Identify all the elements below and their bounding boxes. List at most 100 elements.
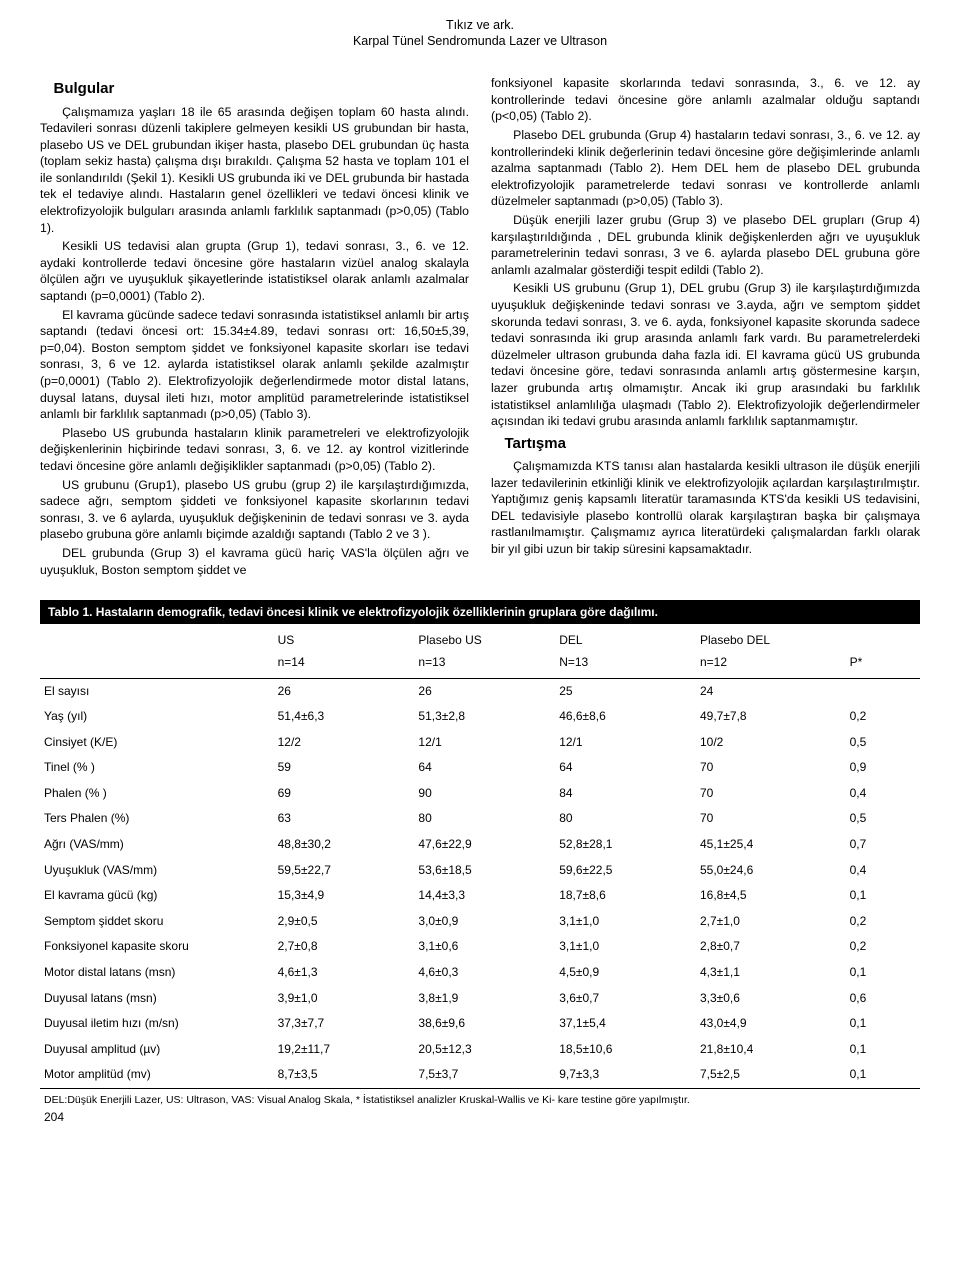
section-discussion: Tartışma [505,434,921,454]
table-cell [850,678,920,704]
table-cell: 2,7±0,8 [278,934,419,960]
table-row: Cinsiyet (K/E)12/212/112/110/20,5 [40,730,920,756]
table-cell: 47,6±22,9 [418,832,559,858]
table-cell: Duyusal amplitud (µv) [40,1037,278,1063]
table-cell: 51,3±2,8 [418,704,559,730]
th-label: US [278,633,295,647]
table-row: Motor distal latans (msn)4,6±1,34,6±0,34… [40,960,920,986]
th-us: US n=14 [278,624,419,678]
para: Plasebo US grubunda hastaların klinik pa… [40,425,469,475]
table-cell: El sayısı [40,678,278,704]
table-cell: 0,6 [850,986,920,1012]
table-cell: El kavrama gücü (kg) [40,883,278,909]
para: El kavrama gücünde sadece tedavi sonrası… [40,307,469,423]
table-cell: 3,9±1,0 [278,986,419,1012]
table-cell: 70 [700,755,850,781]
table-cell: 24 [700,678,850,704]
table-cell: 7,5±2,5 [700,1062,850,1088]
table-cell: Phalen (% ) [40,781,278,807]
table-cell: 49,7±7,8 [700,704,850,730]
table-cell: 59,6±22,5 [559,858,700,884]
table-cell: 64 [418,755,559,781]
table-cell: 2,9±0,5 [278,909,419,935]
th-n: n=13 [418,655,445,669]
table-footnote: DEL:Düşük Enerjili Lazer, US: Ultrason, … [40,1088,920,1107]
th-label: Plasebo DEL [700,633,770,647]
table-head: US n=14 Plasebo US n=13 DEL N=13 Plasebo… [40,624,920,678]
table-cell: Tinel (% ) [40,755,278,781]
table-cell: 19,2±11,7 [278,1037,419,1063]
table-cell: 10/2 [700,730,850,756]
table-cell: 3,1±1,0 [559,934,700,960]
th-p: P* [850,624,920,678]
table-cell: 0,4 [850,781,920,807]
table-1: US n=14 Plasebo US n=13 DEL N=13 Plasebo… [40,624,920,1088]
table-cell: Fonksiyonel kapasite skoru [40,934,278,960]
table-cell: 12/1 [559,730,700,756]
table-cell: 18,5±10,6 [559,1037,700,1063]
table-cell: 80 [559,806,700,832]
table-cell: Uyuşukluk (VAS/mm) [40,858,278,884]
th-placebo-us: Plasebo US n=13 [418,624,559,678]
table-cell: 45,1±25,4 [700,832,850,858]
table-cell: 0,1 [850,960,920,986]
table-row: Uyuşukluk (VAS/mm)59,5±22,753,6±18,559,6… [40,858,920,884]
table-cell: 0,2 [850,704,920,730]
table-title: Tablo 1. Hastaların demografik, tedavi ö… [40,600,920,624]
table-cell: 21,8±10,4 [700,1037,850,1063]
table-cell: 3,6±0,7 [559,986,700,1012]
table-cell: 25 [559,678,700,704]
table-cell: 3,1±1,0 [559,909,700,935]
table-row: Duyusal iletim hızı (m/sn)37,3±7,738,6±9… [40,1011,920,1037]
table-row: Ters Phalen (%)638080700,5 [40,806,920,832]
table-cell: 52,8±28,1 [559,832,700,858]
table-cell: 3,1±0,6 [418,934,559,960]
table-cell: 59 [278,755,419,781]
th-blank [40,624,278,678]
table-cell: Ağrı (VAS/mm) [40,832,278,858]
table-cell: Motor distal latans (msn) [40,960,278,986]
table-cell: 2,7±1,0 [700,909,850,935]
para: Düşük enerjili lazer grubu (Grup 3) ve p… [491,212,920,278]
th-placebo-del: Plasebo DEL n=12 [700,624,850,678]
table-cell: 38,6±9,6 [418,1011,559,1037]
table-cell: 2,8±0,7 [700,934,850,960]
table-cell: 8,7±3,5 [278,1062,419,1088]
table-cell: 0,9 [850,755,920,781]
table-cell: 16,8±4,5 [700,883,850,909]
para: DEL grubunda (Grup 3) el kavrama gücü ha… [40,545,469,578]
running-head-title: Karpal Tünel Sendromunda Lazer ve Ultras… [40,34,920,50]
table-cell: Yaş (yıl) [40,704,278,730]
table-cell: 69 [278,781,419,807]
table-row: Phalen (% )699084700,4 [40,781,920,807]
table-cell: 12/1 [418,730,559,756]
table-row: Yaş (yıl)51,4±6,351,3±2,846,6±8,649,7±7,… [40,704,920,730]
table-row: Ağrı (VAS/mm)48,8±30,247,6±22,952,8±28,1… [40,832,920,858]
th-n: N=13 [559,655,588,669]
table-cell: 20,5±12,3 [418,1037,559,1063]
table-cell: 0,5 [850,730,920,756]
th-label: DEL [559,633,582,647]
table-cell: Duyusal latans (msn) [40,986,278,1012]
para: Çalışmamıza yaşları 18 ile 65 arasında d… [40,104,469,237]
para: Kesikli US grubunu (Grup 1), DEL grubu (… [491,280,920,429]
table-cell: 26 [278,678,419,704]
right-column: fonksiyonel kapasite skorlarında tedavi … [491,75,920,580]
table-body: El sayısı26262524Yaş (yıl)51,4±6,351,3±2… [40,678,920,1088]
table-cell: 43,0±4,9 [700,1011,850,1037]
table-cell: 51,4±6,3 [278,704,419,730]
section-results: Bulgular [54,79,470,99]
table-cell: 59,5±22,7 [278,858,419,884]
table-cell: 70 [700,806,850,832]
table-row: El kavrama gücü (kg)15,3±4,914,4±3,318,7… [40,883,920,909]
table-cell: 4,5±0,9 [559,960,700,986]
table-cell: 0,2 [850,909,920,935]
table-cell: 15,3±4,9 [278,883,419,909]
para: Plasebo DEL grubunda (Grup 4) hastaların… [491,127,920,210]
para: Kesikli US tedavisi alan grupta (Grup 1)… [40,238,469,304]
table-cell: 26 [418,678,559,704]
table-cell: 0,2 [850,934,920,960]
page-number: 204 [40,1109,920,1125]
table-cell: 4,6±0,3 [418,960,559,986]
table-row: Fonksiyonel kapasite skoru2,7±0,83,1±0,6… [40,934,920,960]
